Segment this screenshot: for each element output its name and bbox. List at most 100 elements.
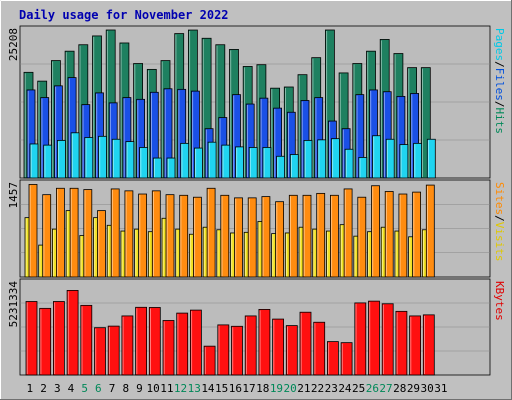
bar-sites [192, 196, 202, 278]
bar-kbytes [409, 315, 422, 376]
chart-title: Daily usage for November 2022 [19, 8, 229, 22]
bar-kbytes [107, 325, 120, 376]
bar-kbytes [340, 342, 353, 376]
x-tick-label: 23 [325, 382, 338, 395]
bar-pages [43, 144, 53, 179]
x-tick-label: 14 [201, 382, 215, 395]
bar-pages [84, 137, 94, 179]
legend-word: Visits [493, 222, 506, 262]
bar-sites [69, 187, 79, 278]
bar-sites [398, 193, 408, 278]
bar-sites [206, 187, 216, 278]
bar-sites [288, 194, 298, 278]
axis-legend-visits: Sites/Visits [493, 182, 506, 262]
x-tick-label: 5 [81, 382, 88, 395]
x-tick-label: 8 [122, 382, 129, 395]
bar-pages [385, 138, 395, 179]
bar-sites [329, 194, 339, 278]
bar-kbytes [313, 321, 326, 376]
series-kbytes [25, 290, 435, 376]
bar-kbytes [94, 327, 106, 376]
bar-sites [371, 185, 380, 278]
bar-kbytes [121, 315, 134, 376]
bar-sites [357, 196, 367, 278]
bar-pages [358, 157, 368, 179]
bar-pages [413, 142, 423, 179]
ymax-label-visits: 1457 [7, 182, 20, 209]
bar-kbytes [203, 345, 216, 376]
bar-kbytes [217, 324, 230, 376]
bar-sites [316, 192, 326, 278]
legend-word: / [493, 61, 506, 68]
bar-sites [28, 184, 38, 278]
axis-legend-kbytes: KBytes [493, 281, 506, 321]
bar-sites [275, 201, 285, 278]
x-tick-label: 1 [27, 382, 34, 395]
bar-kbytes [368, 300, 380, 376]
x-tick-label: 21 [297, 382, 310, 395]
bar-pages [125, 141, 135, 179]
bar-pages [248, 147, 258, 179]
bar-kbytes [162, 320, 175, 376]
bar-sites [384, 191, 394, 278]
bar-sites [151, 190, 161, 278]
x-tick-label: 2 [40, 382, 47, 395]
bar-pages [289, 154, 299, 179]
bar-pages [399, 144, 409, 179]
bar-kbytes [422, 314, 435, 376]
bar-pages [180, 142, 190, 179]
bar-pages [317, 139, 327, 179]
bar-kbytes [258, 309, 271, 376]
series-pages [29, 132, 436, 179]
bar-sites [97, 210, 106, 278]
bar-kbytes [135, 306, 148, 376]
bar-pages [235, 146, 244, 179]
bar-sites [234, 197, 243, 278]
bar-pages [111, 138, 121, 179]
bar-kbytes [148, 307, 161, 376]
x-tick-label: 16 [229, 382, 242, 395]
x-tick-label: 17 [242, 382, 255, 395]
bar-pages [70, 132, 80, 179]
bar-kbytes [66, 290, 79, 376]
bar-sites [261, 196, 271, 278]
bar-sites [343, 188, 353, 278]
panel-kbytes: 5231334 KBytes [7, 278, 506, 376]
bar-sites [179, 194, 189, 278]
bar-sites [425, 184, 435, 278]
bar-sites [83, 189, 93, 278]
bar-kbytes [176, 312, 189, 376]
bar-kbytes [326, 341, 339, 376]
bar-pages [193, 147, 203, 179]
bar-kbytes [354, 302, 367, 376]
x-tick-label: 15 [215, 382, 228, 395]
bar-kbytes [244, 315, 257, 376]
bar-pages [426, 138, 436, 179]
x-tick-label: 26 [366, 382, 379, 395]
axis-legend-hits: Pages/Files/Hits [493, 28, 506, 134]
bar-kbytes [381, 303, 394, 376]
bar-pages [166, 157, 176, 179]
bar-kbytes [39, 307, 52, 376]
bar-kbytes [25, 301, 38, 376]
bar-kbytes [285, 325, 298, 376]
legend-word: Sites [493, 182, 506, 215]
bar-kbytes [53, 301, 65, 376]
bar-pages [152, 157, 162, 179]
x-tick-label: 10 [147, 382, 160, 395]
legend-word: Files [493, 68, 506, 101]
bar-pages [276, 155, 286, 179]
bar-kbytes [272, 318, 285, 376]
x-tick-label: 11 [160, 382, 173, 395]
bar-sites [165, 194, 175, 278]
x-tick-label: 30 [421, 382, 434, 395]
x-tick-label: 20 [284, 382, 297, 395]
bar-sites [138, 193, 148, 278]
bar-sites [56, 187, 65, 278]
bar-pages [29, 143, 39, 179]
x-tick-label: 24 [338, 382, 352, 395]
bar-pages [344, 148, 354, 179]
x-tick-label: 19 [270, 382, 283, 395]
bar-kbytes [189, 309, 202, 376]
